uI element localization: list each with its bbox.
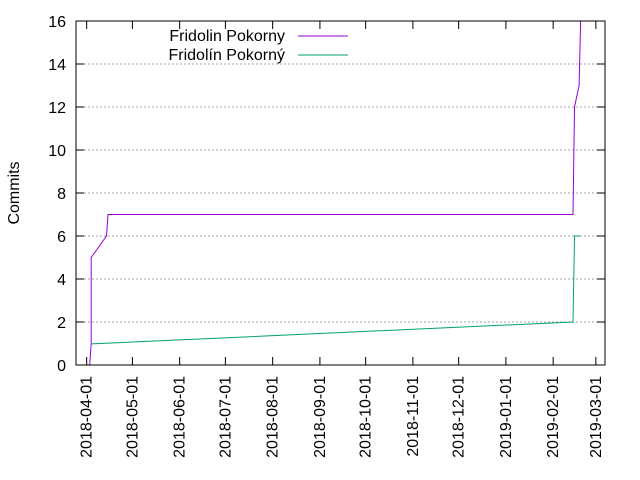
series-layer (89, 20, 582, 366)
y-tick-label: 4 (57, 272, 66, 289)
x-tick-label: 2018-05-01 (124, 376, 141, 458)
x-tick-label: 2018-12-01 (451, 376, 468, 458)
series-line-1 (89, 20, 582, 366)
x-tick-label: 2019-03-01 (588, 376, 605, 458)
legend: Fridolin Pokorny Fridolín Pokorný (169, 28, 348, 64)
x-tick-label: 2018-04-01 (79, 376, 96, 458)
grid-lines (76, 63, 605, 323)
y-tick-label: 14 (48, 57, 66, 74)
x-tick-label: 2018-10-01 (358, 376, 375, 458)
x-tick-label: 2018-08-01 (265, 376, 282, 458)
y-tick-label: 12 (48, 100, 66, 117)
y-tick-label: 16 (48, 14, 66, 31)
y-tick-label: 0 (57, 358, 66, 375)
y-tick-label: 8 (57, 186, 66, 203)
axes: 0 2 4 6 8 10 12 14 16 2018-04-01 2018-05-01 2018-06… (48, 14, 605, 458)
x-tick-label: 2019-02-01 (545, 376, 562, 458)
legend-label-series-1: Fridolin Pokorny (169, 28, 285, 45)
x-tick-label: 2018-06-01 (172, 376, 189, 458)
x-tick-label: 2018-11-01 (405, 376, 422, 457)
series-line-2 (91, 235, 581, 345)
y-tick-label: 2 (57, 315, 66, 332)
x-tick-label: 2018-07-01 (217, 376, 234, 458)
x-tick-label: 2019-01-01 (498, 376, 515, 458)
y-axis-label: Commits (6, 161, 23, 224)
y-tick-label: 10 (48, 143, 66, 160)
y-tick-label: 6 (57, 229, 66, 246)
x-tick-label: 2018-09-01 (312, 376, 329, 458)
legend-label-series-2: Fridolín Pokorný (169, 47, 286, 64)
